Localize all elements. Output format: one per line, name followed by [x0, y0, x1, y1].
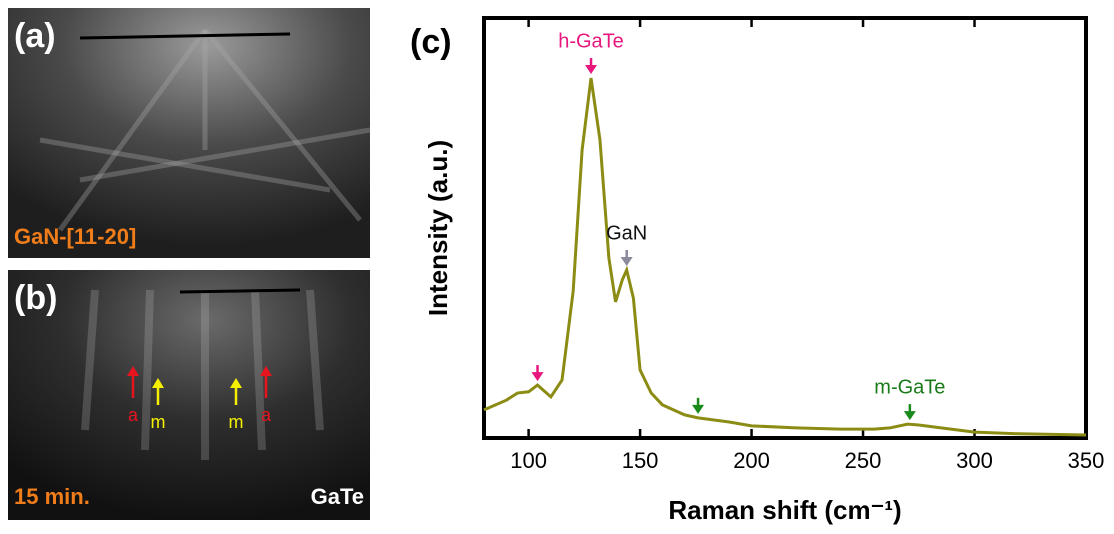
arrow-label: m: [229, 412, 244, 432]
x-tick-label: 250: [845, 448, 882, 473]
x-axis-label: Raman shift (cm⁻¹): [668, 495, 901, 525]
annotation-arrow-head: [904, 411, 916, 420]
x-tick-label: 300: [956, 448, 993, 473]
arrow-label: m: [151, 412, 166, 432]
caption: GaN-[11-20]: [14, 224, 136, 249]
panel-label: (b): [14, 279, 57, 317]
figure: (a) GaN-[11-20] (b) 15 min. GaTe (c) Ram…: [0, 0, 1114, 529]
annotation-arrow-head: [532, 372, 544, 381]
annotation-label: GaN: [606, 222, 647, 244]
annotation-label: h-GaTe: [558, 30, 624, 52]
panel-b: (b) 15 min. GaTe: [8, 270, 370, 520]
panel-label: (a): [14, 17, 56, 55]
x-tick-label: 100: [510, 448, 547, 473]
shadow: [180, 290, 300, 292]
annotation-arrow-head: [585, 65, 597, 74]
spectrum-line: [484, 78, 1086, 435]
annotation-label: m-GaTe: [874, 376, 945, 398]
y-axis-label: Intensity (a.u.): [423, 140, 453, 316]
arrow-label: a: [128, 405, 139, 425]
x-tick-label: 200: [733, 448, 770, 473]
material: GaTe: [311, 484, 364, 509]
caption: 15 min.: [14, 484, 90, 509]
x-tick-label: 150: [622, 448, 659, 473]
annotation-arrow-head: [692, 405, 704, 414]
plot-frame: [484, 18, 1086, 438]
arrow-label: a: [261, 405, 272, 425]
panel-label: (c): [410, 23, 452, 61]
annotation-arrow-head: [621, 257, 633, 266]
rheed-image: [8, 8, 370, 258]
panel-a: (a) GaN-[11-20]: [8, 8, 370, 258]
x-tick-label: 350: [1068, 448, 1105, 473]
